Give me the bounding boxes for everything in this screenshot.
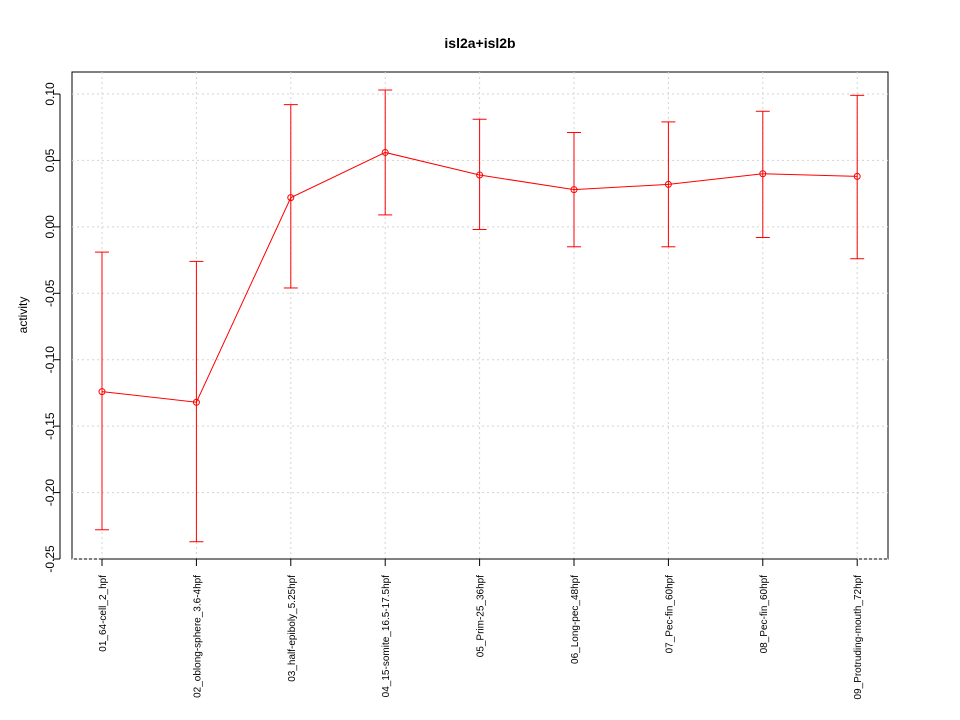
y-tick-label: 0.05 [43, 148, 57, 172]
data-point [664, 180, 672, 188]
x-tick-label: 04_15-somite_16.5-17.5hpf [381, 575, 392, 698]
data-point [192, 398, 200, 406]
data-point [381, 148, 389, 156]
data-point [98, 388, 106, 396]
data-point [287, 194, 295, 202]
x-tick-label: 09_Protruding-mouth_72hpf [853, 575, 864, 700]
y-tick-label: -0.10 [43, 346, 57, 374]
y-tick-label: -0.15 [43, 412, 57, 440]
chart-title: isl2a+isl2b [444, 35, 515, 51]
x-tick-label: 08_Pec-fin_60hpf [759, 575, 770, 654]
x-tick-label: 02_oblong-sphere_3.6-4hpf [192, 575, 203, 698]
y-tick-label: -0.20 [43, 479, 57, 507]
y-axis-label: activity [16, 297, 30, 334]
y-tick-label: 0.10 [43, 82, 57, 106]
series [95, 89, 865, 543]
x-tick-label: 03_half-epiboly_5.25hpf [287, 575, 298, 682]
x-axis: 01_64-cell_2_hpf 02_oblong-sphere_3.6-4hp… [98, 558, 864, 700]
x-tick-label: 05_Prim-25_36hpf [476, 575, 487, 657]
y-tick-label: -0.25 [43, 545, 57, 573]
data-point [570, 186, 578, 194]
data-point [476, 171, 484, 179]
y-tick-label: -0.05 [43, 279, 57, 307]
x-tick-label: 01_64-cell_2_hpf [98, 575, 109, 652]
y-axis: -0.25 -0.20 -0.15 -0.10 -0.05 0.00 0.05 0.10 [43, 82, 61, 573]
y-tick-label: 0.00 [43, 215, 57, 239]
data-point [759, 170, 767, 178]
x-tick-label: 07_Pec-fin_60hpf [664, 575, 675, 654]
series-line [101, 151, 858, 403]
x-tick-label: 06_Long-pec_48hpf [570, 575, 581, 664]
data-point [853, 172, 861, 180]
